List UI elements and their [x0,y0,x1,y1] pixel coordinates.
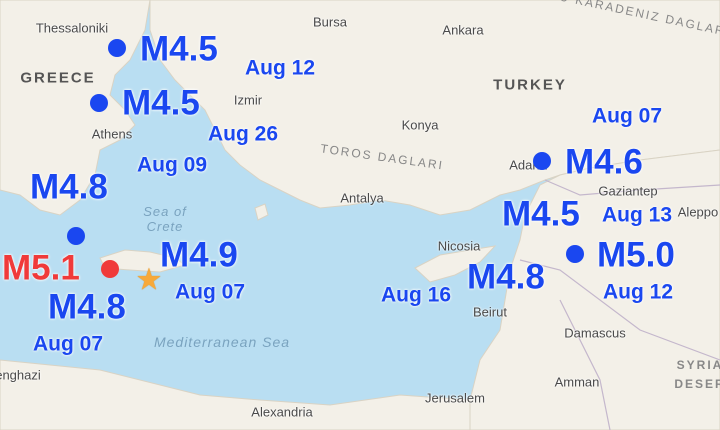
sea-of-crete-line2: Crete [146,219,184,234]
sea-of-crete-line1: Sea of [143,204,187,219]
quake-marker-red[interactable] [101,260,119,278]
land-egypt [0,359,471,430]
quake-marker[interactable] [108,39,126,57]
sea-mediterranean: Mediterranean Sea [153,334,291,350]
quake-date: Aug 16 [381,283,452,307]
quake-marker[interactable] [566,245,584,263]
place-gaziantep: Gaziantep [598,183,658,199]
place-aleppo: Aleppo [677,204,719,220]
quake-date: Aug 12 [603,280,674,304]
land-rhodes [254,203,269,221]
label-syrian: SYRIA [676,358,720,372]
quake-marker[interactable] [67,227,85,245]
star-icon[interactable]: ★ [135,263,163,297]
quake-magnitude: M4.5 [122,83,200,123]
quake-magnitude: M4.9 [160,235,238,275]
place-konya: Konya [401,117,439,133]
quake-date: Aug 12 [245,56,316,80]
place-damascus: Damascus [564,325,626,341]
quake-date: Aug 07 [175,280,246,304]
place-beirut: Beirut [473,304,507,320]
quake-magnitude: M5.0 [597,235,675,275]
place-alexandria: Alexandria [251,404,313,420]
quake-date: Aug 13 [602,203,673,227]
quake-date: Aug 07 [33,332,104,356]
place-thessaloniki: Thessaloniki [35,20,109,36]
quake-date: Aug 07 [592,104,663,128]
place-benghazi: enghazi [0,367,41,383]
place-antalya: Antalya [340,190,384,206]
quake-magnitude: M4.5 [140,29,218,69]
quake-magnitude: M4.8 [30,167,108,207]
quake-date: Aug 09 [137,153,208,177]
quake-magnitude: M4.6 [565,142,643,182]
place-athens: Athens [91,126,133,142]
country-greece: GREECE [20,69,96,87]
quake-date: Aug 26 [208,122,279,146]
quake-marker[interactable] [533,152,551,170]
country-turkey: TURKEY [493,76,567,94]
quake-marker[interactable] [90,94,108,112]
quake-magnitude-red: M5.1 [2,248,80,288]
place-bursa: Bursa [313,14,347,30]
place-amman: Amman [554,374,600,390]
place-ankara: Ankara [442,22,484,38]
label-desert: DESER [674,377,720,391]
place-jerusalem: Jerusalem [425,390,485,406]
quake-magnitude: M4.5 [502,194,580,234]
place-izmir: Izmir [233,92,263,108]
quake-magnitude: M4.8 [467,257,545,297]
quake-magnitude: M4.8 [48,287,126,327]
land-cyprus [414,245,497,283]
place-nicosia: Nicosia [437,238,481,254]
